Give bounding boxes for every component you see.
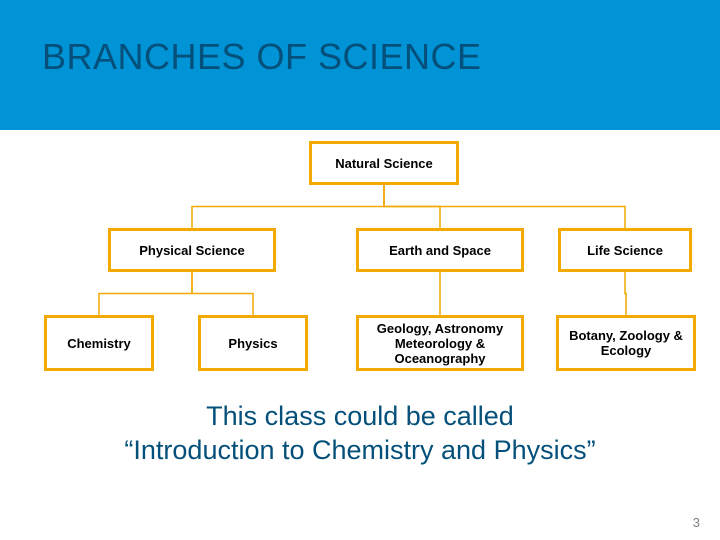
tree-node-chem: Chemistry — [44, 315, 154, 371]
caption-line-1: This class could be called — [206, 401, 514, 431]
tree-node-physx: Physics — [198, 315, 308, 371]
page-title: BRANCHES OF SCIENCE — [42, 36, 482, 78]
caption-line-2: “Introduction to Chemistry and Physics” — [124, 435, 595, 465]
tree-node-bio: Botany, Zoology & Ecology — [556, 315, 696, 371]
caption-text: This class could be called “Introduction… — [0, 400, 720, 468]
tree-node-root: Natural Science — [309, 141, 459, 185]
tree-node-earth: Earth and Space — [356, 228, 524, 272]
tree-node-life: Life Science — [558, 228, 692, 272]
tree-node-geo: Geology, Astronomy Meteorology & Oceanog… — [356, 315, 524, 371]
page-number: 3 — [693, 515, 700, 530]
tree-node-phys: Physical Science — [108, 228, 276, 272]
